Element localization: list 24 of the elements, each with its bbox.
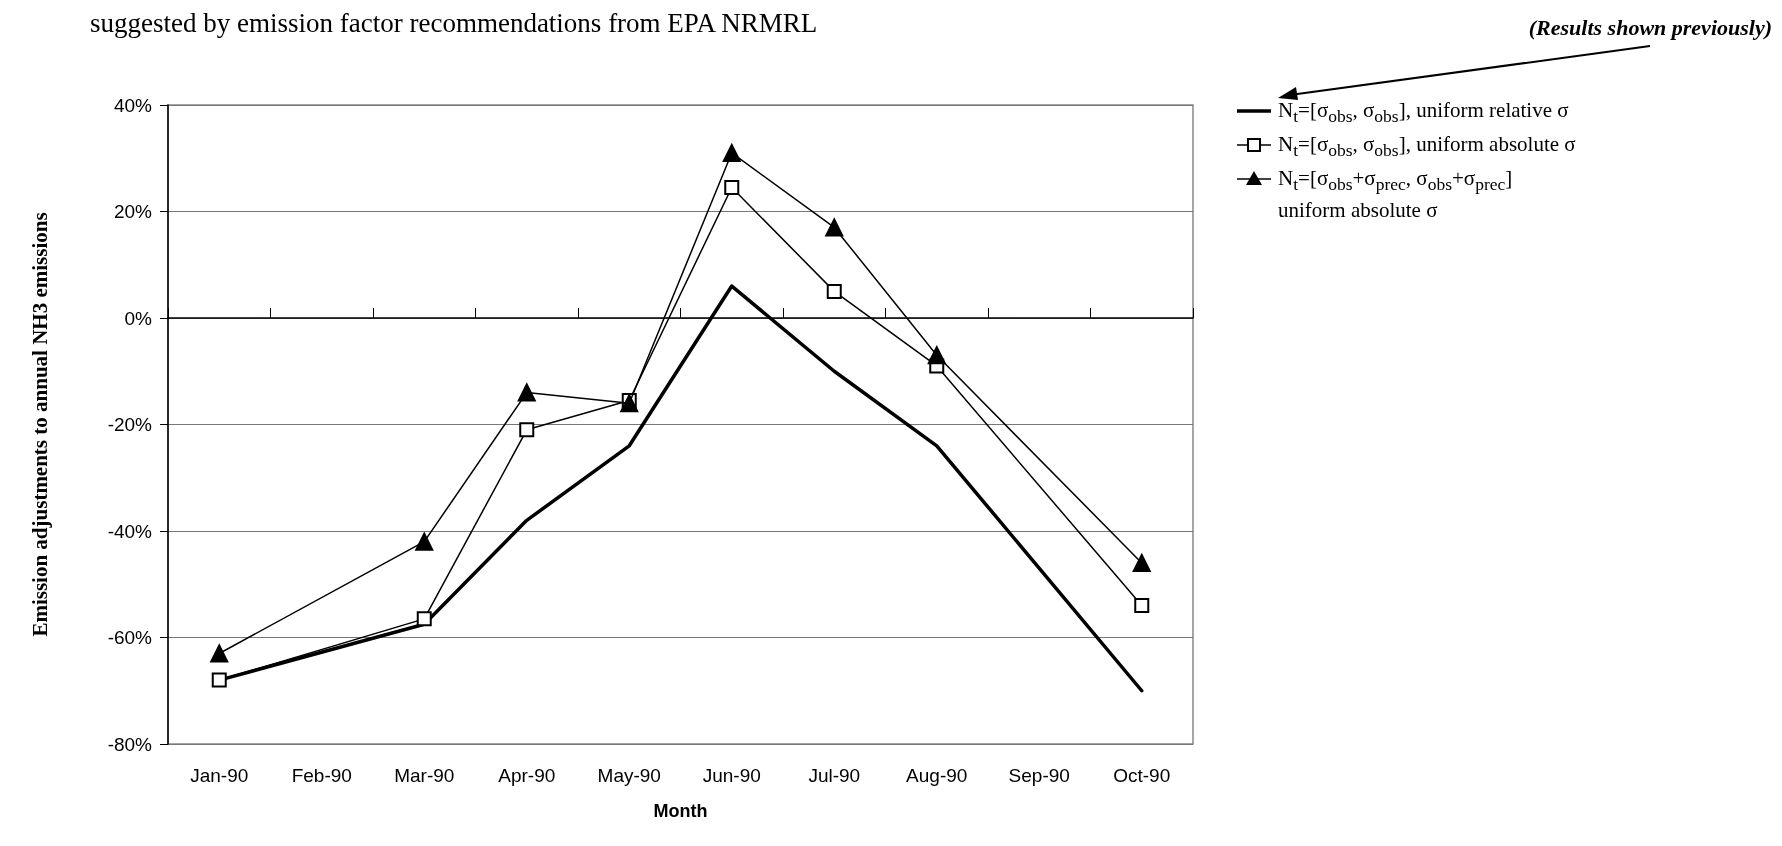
x-tick-label: Jun-90 bbox=[702, 765, 761, 786]
x-tick-label: Jul-90 bbox=[808, 765, 861, 786]
y-tick-label: 20% bbox=[113, 201, 153, 222]
y-tick-label: 40% bbox=[113, 94, 153, 116]
y-tick-label: -40% bbox=[107, 520, 153, 542]
x-tick-label: Feb-90 bbox=[291, 765, 352, 786]
legend-label: N$_{t}$=[σ$_{obs}$, σ$_{obs}$], uniform absolute σ bbox=[1278, 132, 1576, 163]
text: (Results shown previously) bbox=[1528, 14, 1773, 40]
y-tick-label: -20% bbox=[107, 414, 153, 435]
y-tick-label: 0% bbox=[124, 307, 153, 329]
y-tick-label: -60% bbox=[107, 627, 153, 648]
x-axis-title: Month bbox=[653, 801, 708, 821]
legend-label: N$_{t}$=[σ$_{obs}$, σ$_{obs}$], uniform relative σ bbox=[1278, 98, 1569, 129]
x-tick-label: Mar-90 bbox=[394, 765, 455, 786]
x-tick-label: May-90 bbox=[597, 765, 661, 786]
y-axis-title: Emission adjustments to annual NH3 emissions bbox=[27, 212, 52, 637]
text: N$_{t}$=[σ$_{obs}$+σ$_{prec}$, σ$_{obs}$+σ$_{prec}$] uniform absolute σ bbox=[1278, 166, 1513, 222]
y-tick-label: -80% bbox=[107, 733, 153, 755]
x-tick-label: Jan-90 bbox=[190, 765, 249, 786]
x-tick-label: Aug-90 bbox=[906, 765, 968, 786]
chart-title: suggested by emission factor recommendations from EPA NRMRL bbox=[90, 7, 818, 38]
x-tick-label: Apr-90 bbox=[498, 765, 556, 786]
x-tick-label: Oct-90 bbox=[1113, 765, 1171, 786]
x-tick-label: Sep-90 bbox=[1008, 765, 1070, 786]
